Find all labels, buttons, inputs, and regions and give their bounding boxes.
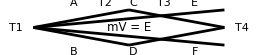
Text: mV = E: mV = E bbox=[107, 21, 151, 34]
Text: T3: T3 bbox=[157, 0, 171, 8]
Text: T4: T4 bbox=[235, 22, 249, 33]
Text: F: F bbox=[192, 47, 198, 55]
Text: T1: T1 bbox=[10, 22, 23, 33]
Text: B: B bbox=[70, 47, 77, 55]
Text: C: C bbox=[129, 0, 137, 8]
Text: T2: T2 bbox=[98, 0, 111, 8]
Text: A: A bbox=[70, 0, 77, 8]
Text: D: D bbox=[129, 47, 137, 55]
Text: E: E bbox=[191, 0, 198, 8]
